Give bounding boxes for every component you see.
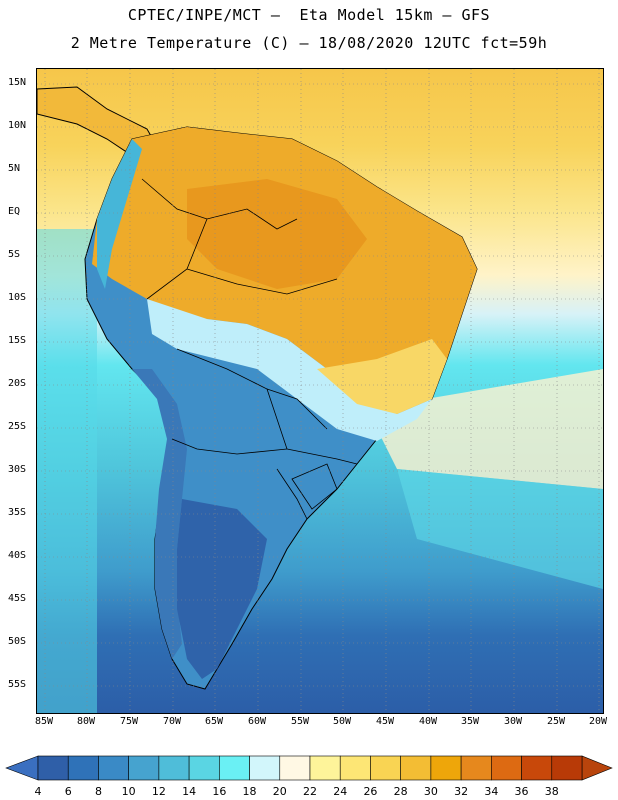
- colorbar-swatch: [339, 755, 371, 781]
- lon-tick-30w: 30W: [503, 716, 523, 727]
- colorbar-swatch: [37, 755, 69, 781]
- transition-band: [147, 299, 432, 441]
- colorbar-swatch: [98, 755, 129, 781]
- lat-tick-10n: 10N: [8, 120, 27, 131]
- colorbar-label: 14: [182, 785, 197, 798]
- colorbar-swatch: [219, 755, 250, 781]
- colorbar-swatch: [279, 755, 311, 781]
- lat-tick-5s: 5S: [8, 249, 21, 260]
- lon-tick-80w: 80W: [76, 716, 96, 727]
- colorbar-label: 36: [514, 785, 529, 798]
- colorbar-label: 4: [34, 785, 42, 798]
- lat-tick-45s: 45S: [8, 593, 27, 604]
- northern-andes: [97, 139, 142, 289]
- lon-tick-85w: 85W: [34, 716, 54, 727]
- lat-tick-20s: 20S: [8, 378, 27, 389]
- hot-core-region: [187, 179, 367, 289]
- colorbar-swatch: [551, 755, 583, 781]
- colorbar-label: 16: [212, 785, 227, 798]
- map-title: CPTEC/INPE/MCT – Eta Model 15km – GFS: [127, 6, 491, 24]
- country-borders: [141, 178, 358, 520]
- lat-tick-35s: 35S: [8, 507, 27, 518]
- lat-tick-15s: 15S: [8, 335, 27, 346]
- colorbar-legend: [5, 755, 613, 781]
- colorbar-label: 12: [151, 785, 166, 798]
- lon-tick-45w: 45W: [375, 716, 395, 727]
- lat-tick-5n: 5N: [8, 163, 21, 174]
- graticule: [37, 69, 603, 713]
- colorbar-label: 20: [272, 785, 287, 798]
- colorbar-label: 22: [303, 785, 317, 798]
- lon-tick-20w: 20W: [588, 716, 608, 727]
- colorbar-low-arrow: [5, 755, 39, 781]
- lon-tick-25w: 25W: [546, 716, 566, 727]
- lon-tick-60w: 60W: [247, 716, 267, 727]
- colorbar-label: 38: [544, 785, 559, 798]
- colorbar-label: 24: [333, 785, 348, 798]
- lat-tick-eq: EQ: [8, 206, 21, 217]
- colorbar-swatches: [37, 755, 583, 781]
- lat-tick-55s: 55S: [8, 679, 27, 690]
- colorbar-swatch: [188, 755, 220, 781]
- lat-tick-40s: 40S: [8, 550, 27, 561]
- colorbar-label: 30: [423, 785, 438, 798]
- lat-tick-25s: 25S: [8, 421, 27, 432]
- temperature-map: [37, 69, 603, 713]
- colorbar-label: 32: [454, 785, 469, 798]
- lat-tick-30s: 30S: [8, 464, 27, 475]
- colorbar-label: 10: [121, 785, 136, 798]
- colorbar-swatch: [67, 755, 99, 781]
- map-subtitle: 2 Metre Temperature (C) – 18/08/2020 12U…: [70, 34, 548, 52]
- colorbar-label: 34: [484, 785, 499, 798]
- colorbar-high-arrow: [581, 755, 613, 781]
- atlantic-cool-band: [397, 469, 603, 589]
- lon-tick-70w: 70W: [162, 716, 182, 727]
- patagonia-region: [177, 499, 267, 679]
- lon-tick-50w: 50W: [332, 716, 352, 727]
- lon-tick-75w: 75W: [119, 716, 139, 727]
- colorbar-swatch: [430, 755, 462, 781]
- lat-tick-15n: 15N: [8, 77, 27, 88]
- colorbar-swatch: [309, 755, 341, 781]
- colorbar-swatch: [370, 755, 401, 781]
- lon-tick-55w: 55W: [290, 716, 310, 727]
- colorbar-label: 28: [393, 785, 408, 798]
- colorbar-swatch: [158, 755, 190, 781]
- lon-tick-65w: 65W: [204, 716, 224, 727]
- lon-tick-35w: 35W: [460, 716, 480, 727]
- lat-tick-50s: 50S: [8, 636, 27, 647]
- lat-tick-10s: 10S: [8, 292, 27, 303]
- colorbar-label: 6: [64, 785, 72, 798]
- colorbar-swatch: [249, 755, 281, 781]
- map-frame: [36, 68, 604, 714]
- lon-tick-40w: 40W: [418, 716, 438, 727]
- colorbar-label: 18: [242, 785, 257, 798]
- colorbar-label: 8: [94, 785, 102, 798]
- colorbar-swatch: [128, 755, 160, 781]
- southeast-warm-patch: [317, 339, 447, 414]
- colorbar-swatch: [460, 755, 492, 781]
- colorbar-swatch: [400, 755, 432, 781]
- colorbar-label: 26: [363, 785, 378, 798]
- colorbar-swatch: [491, 755, 522, 781]
- colorbar-swatch: [521, 755, 553, 781]
